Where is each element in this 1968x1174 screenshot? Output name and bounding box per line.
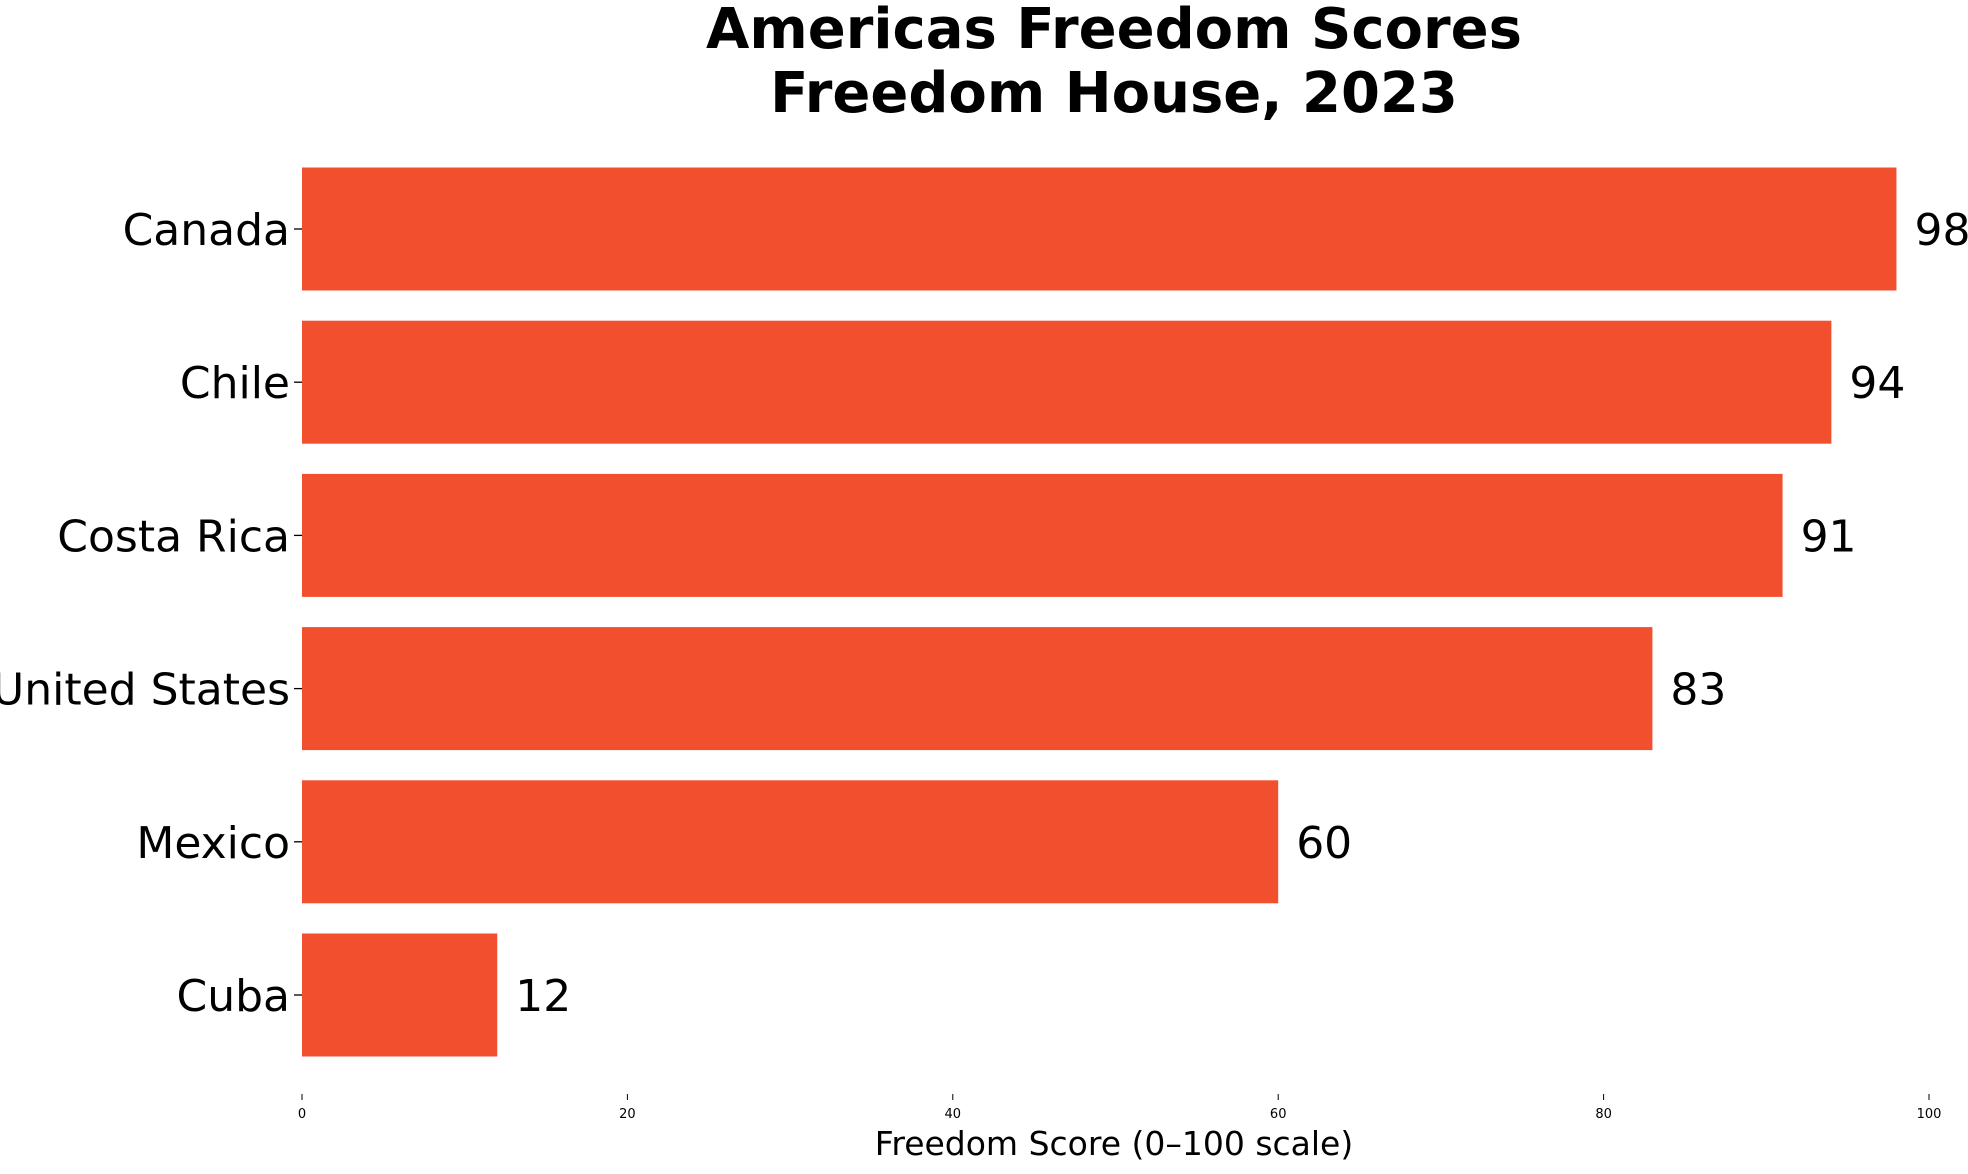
x-axis-title: Freedom Score (0–100 scale) — [875, 1124, 1353, 1163]
chart-title-line-2: Freedom House, 2023 — [770, 61, 1458, 126]
data-value-label: 94 — [1849, 358, 1905, 409]
category-label: Canada — [123, 205, 290, 256]
x-tick-label: 80 — [1595, 1107, 1612, 1122]
chart-title-line-1: Americas Freedom Scores — [706, 0, 1522, 62]
x-tick-label: 40 — [945, 1107, 962, 1122]
bar-chile — [302, 320, 1832, 444]
x-tick-label: 20 — [619, 1107, 636, 1122]
bar-costa-rica — [302, 473, 1783, 597]
category-label: Costa Rica — [57, 511, 290, 562]
category-label: Chile — [180, 358, 290, 409]
x-tick-label: 0 — [298, 1107, 306, 1122]
category-label: United States — [0, 665, 290, 716]
x-tick-label: 100 — [1917, 1107, 1942, 1122]
bar-cuba — [302, 933, 498, 1057]
bar-mexico — [302, 780, 1279, 904]
category-label: Cuba — [176, 971, 290, 1022]
labels-layer: Canada 98 Chile 94 Costa Rica 91 United States… — [0, 205, 1968, 1022]
bars-layer — [302, 167, 1897, 1057]
data-value-label: 98 — [1914, 205, 1968, 256]
bar-united-states — [302, 627, 1653, 751]
x-tick-label: 60 — [1270, 1107, 1287, 1122]
data-value-label: 60 — [1296, 818, 1352, 869]
data-value-label: 83 — [1670, 665, 1726, 716]
data-value-label: 12 — [515, 971, 571, 1022]
data-value-label: 91 — [1801, 511, 1857, 562]
x-axis: 0 20 40 60 80 100 — [298, 1094, 1942, 1122]
category-label: Mexico — [136, 818, 290, 869]
bar-canada — [302, 167, 1897, 291]
